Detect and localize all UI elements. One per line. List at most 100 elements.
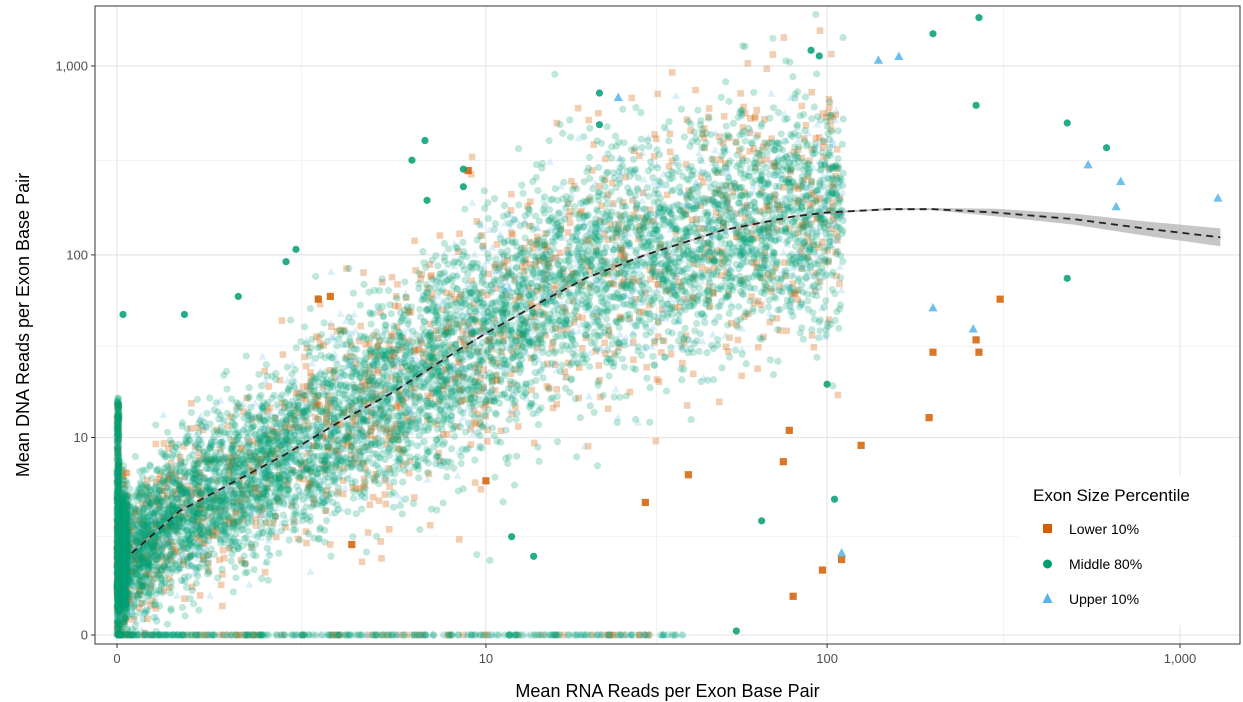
data-point-lower-10 xyxy=(367,427,375,435)
data-point-lower-10 xyxy=(442,328,450,335)
data-point-lower-10 xyxy=(448,376,456,383)
data-point-lower-10 xyxy=(296,409,304,416)
data-point-lower-10 xyxy=(371,476,378,483)
data-point-lower-10 xyxy=(701,144,708,152)
data-point-lower-10 xyxy=(301,353,308,361)
data-point-lower-10 xyxy=(410,631,418,639)
data-point-lower-10 xyxy=(255,439,262,447)
data-point-lower-10 xyxy=(720,220,727,227)
data-point-lower-10 xyxy=(115,562,123,570)
data-point-lower-10 xyxy=(122,517,129,524)
data-point-middle-80 xyxy=(264,576,272,584)
data-point-lower-10 xyxy=(120,526,127,533)
data-point-lower-10 xyxy=(255,503,263,511)
data-point-lower-10 xyxy=(383,441,390,448)
data-point-lower-10 xyxy=(121,555,129,563)
data-point-lower-10 xyxy=(529,245,537,252)
data-point-lower-10 xyxy=(251,484,259,491)
data-point-lower-10 xyxy=(368,424,375,432)
data-point-lower-10 xyxy=(615,220,623,228)
data-point-lower-10 xyxy=(786,224,793,232)
data-point-lower-10 xyxy=(113,454,121,461)
data-point-lower-10 xyxy=(114,534,121,541)
data-point-lower-10 xyxy=(114,561,121,569)
data-point-lower-10 xyxy=(583,237,590,244)
data-point-lower-10 xyxy=(348,459,355,467)
data-point-lower-10 xyxy=(114,474,122,481)
data-point-lower-10 xyxy=(699,179,707,186)
data-point-lower-10 xyxy=(150,541,157,548)
data-point-lower-10 xyxy=(254,631,261,639)
data-point-lower-10 xyxy=(163,483,171,491)
data-point-lower-10 xyxy=(477,327,485,335)
data-point-lower-10 xyxy=(287,414,295,422)
data-point-lower-10 xyxy=(120,543,128,550)
data-point-lower-10 xyxy=(582,334,590,342)
data-point-lower-10 xyxy=(479,242,487,250)
data-point-lower-10 xyxy=(118,551,125,559)
data-point-lower-10 xyxy=(760,256,768,264)
data-point-lower-10 xyxy=(344,441,352,449)
data-point-lower-10 xyxy=(584,262,592,270)
data-point-lower-10 xyxy=(372,392,379,400)
data-point-lower-10 xyxy=(382,427,390,435)
data-point-upper-10 xyxy=(163,560,172,569)
data-point-lower-10 xyxy=(486,337,494,345)
data-point-lower-10 xyxy=(592,246,600,253)
data-point-middle-80 xyxy=(725,97,733,105)
data-point-lower-10 xyxy=(229,517,237,525)
data-point-lower-10 xyxy=(725,205,733,213)
data-point-lower-10 xyxy=(500,331,508,339)
data-point-lower-10 xyxy=(772,163,780,170)
data-point-lower-10 xyxy=(272,415,279,422)
data-point-lower-10 xyxy=(334,631,342,639)
data-point-lower-10 xyxy=(213,532,221,539)
data-point-lower-10 xyxy=(355,447,363,455)
data-point-lower-10 xyxy=(617,250,624,258)
data-point-lower-10 xyxy=(460,319,468,326)
data-point-lower-10 xyxy=(121,533,129,541)
data-point-lower-10 xyxy=(275,428,283,436)
data-point-lower-10 xyxy=(275,472,283,479)
data-point-lower-10 xyxy=(115,532,123,539)
data-point-lower-10 xyxy=(114,592,121,600)
data-point-lower-10 xyxy=(535,335,543,342)
data-point-lower-10 xyxy=(690,294,697,301)
data-point-lower-10 xyxy=(323,415,330,423)
data-point-lower-10 xyxy=(746,148,753,155)
data-point-lower-10 xyxy=(152,547,159,555)
data-point-lower-10 xyxy=(213,426,221,434)
data-point-lower-10 xyxy=(118,525,126,532)
data-point-lower-10 xyxy=(120,520,128,527)
data-point-lower-10 xyxy=(240,408,247,416)
data-point-lower-10 xyxy=(442,289,450,296)
data-point-lower-10 xyxy=(121,551,128,559)
data-point-lower-10 xyxy=(115,589,122,597)
data-point-lower-10 xyxy=(123,592,131,600)
data-point-lower-10 xyxy=(348,353,356,361)
data-point-lower-10 xyxy=(381,491,389,498)
data-point-lower-10 xyxy=(114,554,121,562)
data-point-lower-10 xyxy=(739,124,747,131)
data-point-lower-10 xyxy=(116,606,124,614)
data-point-lower-10 xyxy=(340,465,348,472)
data-point-lower-10 xyxy=(636,631,643,639)
data-point-lower-10 xyxy=(205,559,212,567)
data-point-lower-10 xyxy=(367,432,375,439)
data-point-lower-10 xyxy=(402,417,410,425)
data-point-lower-10 xyxy=(393,424,401,432)
data-point-lower-10 xyxy=(382,477,389,484)
data-point-lower-10 xyxy=(173,548,180,555)
data-point-lower-10 xyxy=(442,366,450,374)
data-point-lower-10 xyxy=(328,323,335,330)
data-point-lower-10 xyxy=(621,276,628,284)
data-point-lower-10 xyxy=(527,299,534,307)
data-point-lower-10 xyxy=(487,357,495,364)
data-point-lower-10 xyxy=(117,466,124,474)
data-point-lower-10 xyxy=(833,165,841,172)
data-point-lower-10 xyxy=(117,610,125,618)
data-point-lower-10 xyxy=(743,202,751,209)
data-point-lower-10 xyxy=(396,631,403,639)
data-point-lower-10 xyxy=(601,176,609,184)
data-point-lower-10 xyxy=(331,418,338,426)
